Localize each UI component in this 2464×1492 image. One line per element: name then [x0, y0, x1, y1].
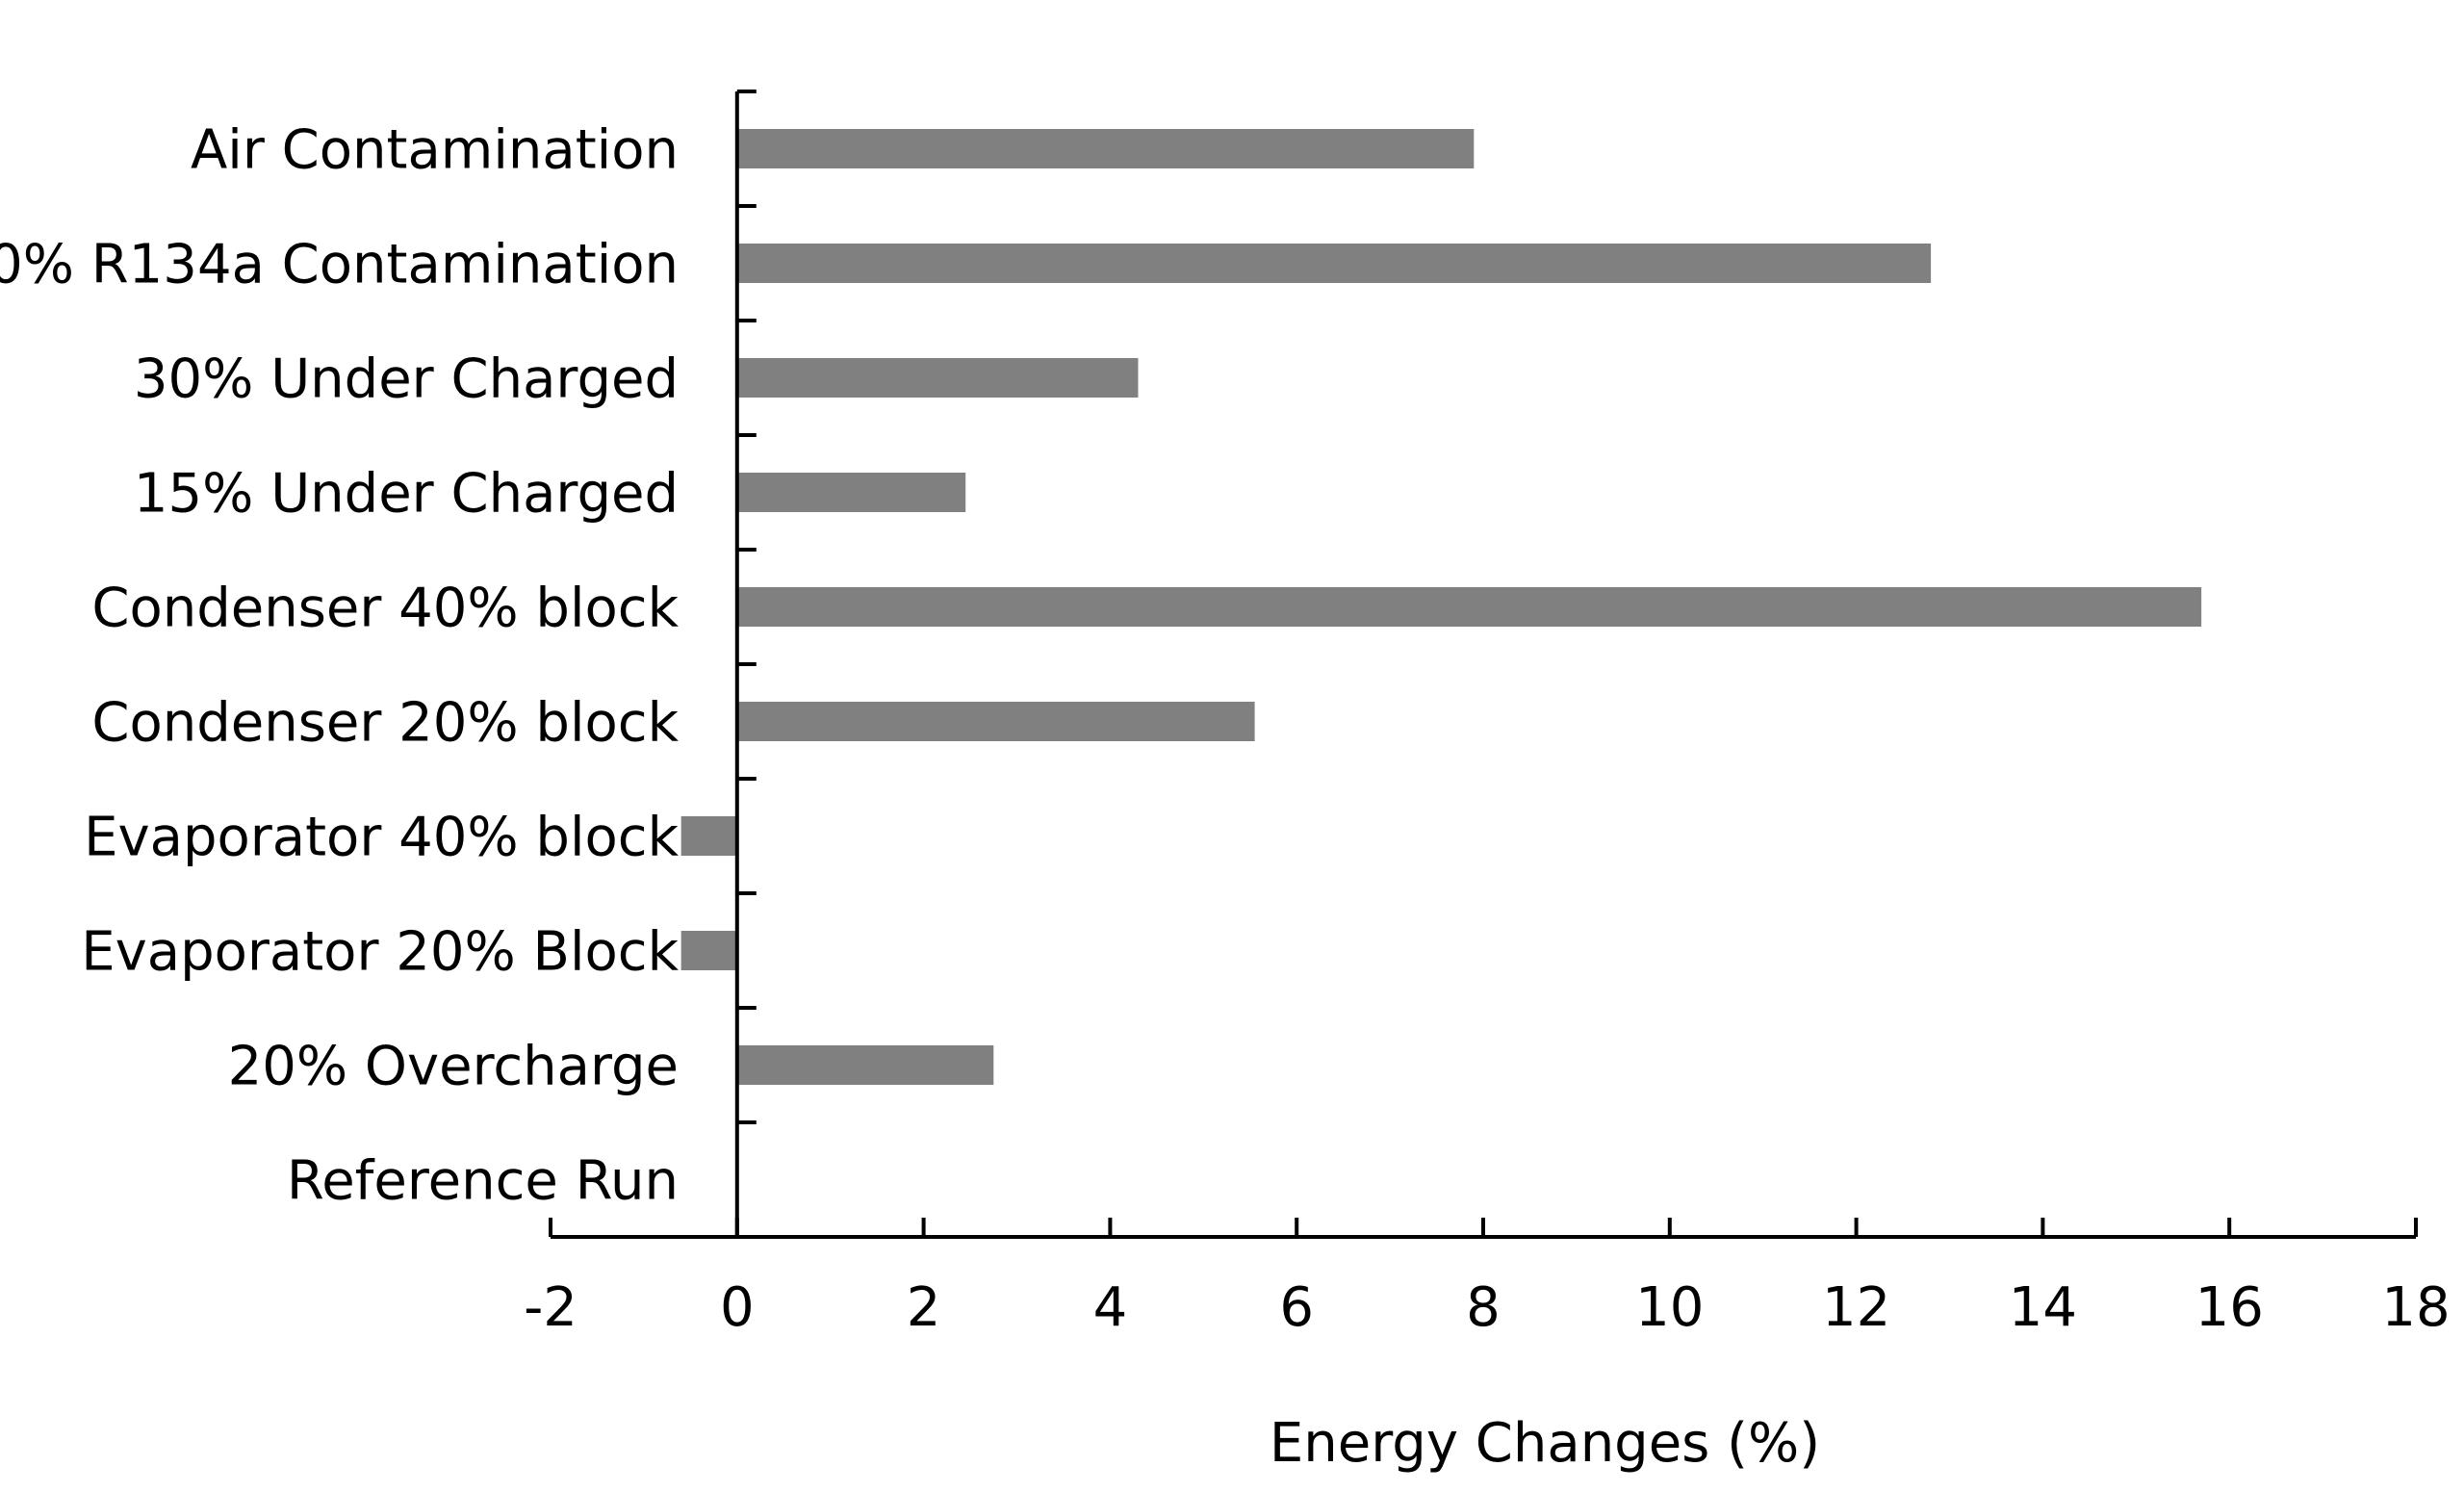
category-label-4: Condenser 40% block: [91, 578, 679, 640]
axes-layer: [549, 90, 2418, 1239]
bar-3: [736, 473, 966, 512]
x-tick-label-9: 16: [2195, 1276, 2264, 1339]
x-tick-label-1: 0: [720, 1276, 755, 1339]
x-tick-label-8: 14: [2009, 1276, 2077, 1339]
category-label-6: Evaporator 40% block: [84, 807, 679, 869]
x-tick-label-10: 18: [2381, 1276, 2450, 1339]
bars-layer: [680, 129, 2202, 1085]
bar-5: [736, 702, 1255, 741]
bar-1: [736, 244, 1932, 283]
x-tick-label-0: -2: [524, 1276, 578, 1339]
x-tick-label-3: 4: [1093, 1276, 1128, 1339]
category-label-1: 20% R134a Contamination: [0, 234, 679, 296]
bar-6: [680, 816, 737, 856]
category-label-9: Reference Run: [287, 1150, 679, 1213]
category-label-7: Evaporator 20% Block: [81, 921, 679, 984]
x-tick-label-7: 12: [1822, 1276, 1890, 1339]
bar-2: [736, 358, 1139, 398]
bar-4: [736, 587, 2202, 627]
bar-8: [736, 1045, 994, 1085]
category-label-5: Condenser 20% block: [91, 692, 679, 755]
category-label-2: 30% Under Charged: [134, 348, 679, 411]
x-tick-label-2: 2: [907, 1276, 941, 1339]
bar-7: [680, 931, 737, 970]
category-label-0: Air Contamination: [191, 119, 679, 182]
bar-0: [736, 129, 1475, 168]
labels-layer: Air Contamination 20% R134a Contamination…: [0, 119, 2451, 1340]
x-tick-label-4: 6: [1279, 1276, 1314, 1339]
x-tick-label-6: 10: [1635, 1276, 1704, 1339]
x-tick-label-5: 8: [1466, 1276, 1501, 1339]
category-label-3: 15% Under Charged: [134, 463, 679, 526]
category-label-8: 20% Overcharge: [228, 1036, 679, 1098]
x-axis-title: Energy Changes (%): [1270, 1412, 1820, 1475]
